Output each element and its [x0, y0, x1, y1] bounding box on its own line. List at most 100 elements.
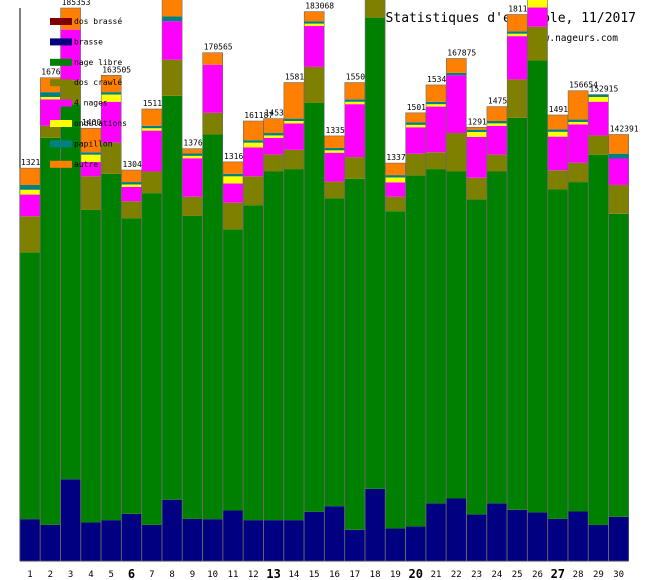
legend-label-0: dos brassé: [74, 16, 122, 26]
bar-day-19-series-5: [385, 177, 406, 183]
total-label-day-16: 1335: [326, 126, 345, 135]
bar-day-26-series-2: [527, 60, 548, 513]
bar-day-29-series-6: [588, 94, 609, 97]
bar-day-2-series-2: [40, 137, 61, 525]
bar-day-16-series-7: [324, 135, 345, 148]
x-tick-label-day-23: 23: [471, 570, 482, 580]
legend-label-2: nage libre: [74, 58, 122, 67]
chart-subtitle: www.nageurs.com: [532, 33, 618, 44]
bar-day-27-series-1: [547, 518, 568, 561]
bar-day-20-series-3: [405, 153, 426, 176]
bar-day-29-series-1: [588, 524, 609, 561]
bar-day-25-series-2: [507, 117, 528, 510]
x-tick-label-day-10: 10: [207, 570, 218, 580]
bar-day-11-series-7: [223, 161, 243, 174]
bar-day-17-series-4: [344, 104, 365, 158]
bar-outline-day-7: [141, 108, 163, 562]
bar-day-13-series-1: [263, 520, 284, 561]
x-tick-labels: 1 2 3 4 5 6 7 8 9 10 11 12 13 14 15 16 17 18 19 20 21 22 23 24 2…: [27, 567, 624, 580]
x-tick-label-day-29: 29: [593, 570, 604, 580]
bar-day-24-series-2: [486, 171, 507, 504]
bar-day-26-series-5: [527, 0, 548, 8]
bar-day-4-series-6: [80, 152, 101, 155]
bar-day-19-series-6: [385, 175, 406, 178]
bar-day-11-series-4: [223, 183, 243, 203]
bar-day-11-series-6: [223, 173, 243, 177]
bar-day-17-series-3: [344, 157, 365, 179]
bar-day-20-series-2: [405, 175, 426, 527]
x-tick-label-day-15: 15: [309, 570, 320, 580]
bar-day-20-series-5: [405, 124, 426, 128]
bar-day-12-series-3: [243, 176, 264, 206]
bar-day-24-series-6: [486, 121, 507, 124]
legend-swatch-4: [50, 99, 72, 107]
bar-day-23-series-6: [466, 129, 487, 133]
bar-day-9-series-3: [182, 196, 203, 216]
bar-day-25-series-4: [507, 36, 528, 80]
bar-day-10-series-4: [202, 64, 223, 113]
bar-day-28-series-3: [568, 162, 589, 183]
total-label-day-6: 1304: [123, 160, 142, 169]
bar-day-12-series-5: [243, 142, 264, 148]
bar-outline-day-24: [486, 106, 508, 562]
x-tick-label-day-26: 26: [532, 570, 543, 580]
bar-day-27-series-6: [547, 129, 568, 132]
x-tick-label-day-4: 4: [88, 570, 93, 580]
bar-day-10-series-2: [202, 134, 223, 520]
bar-day-16-series-2: [324, 198, 345, 507]
bar-outline-day-5: [100, 75, 122, 562]
legend-swatch-0: [50, 18, 72, 25]
bar-day-12-series-4: [243, 147, 264, 177]
legend-swatch-7: [50, 160, 72, 168]
bar-day-5-series-3: [101, 142, 122, 174]
bar-outline-day-30: [608, 134, 630, 562]
bar-day-21-series-3: [426, 152, 446, 170]
bar-day-24-series-5: [486, 123, 507, 126]
bar-day-28-series-7: [568, 90, 589, 120]
legend-label-5: ondulations: [74, 119, 127, 128]
bar-day-1-series-3: [20, 216, 40, 253]
bar-day-23-series-5: [466, 132, 487, 137]
x-tick-label-day-5: 5: [108, 570, 113, 580]
bar-day-22-series-6: [446, 72, 467, 76]
bar-day-7-series-3: [141, 171, 162, 194]
bar-day-13-series-5: [263, 135, 284, 138]
bar-day-29-series-2: [588, 154, 609, 525]
bar-day-21-series-2: [426, 169, 446, 504]
x-tick-label-day-14: 14: [288, 570, 299, 580]
bar-day-22-series-2: [446, 171, 467, 499]
bar-day-20-series-7: [405, 112, 426, 123]
bar-day-12-series-2: [243, 205, 264, 521]
bar-outline-day-11: [222, 161, 244, 562]
bar-day-26-series-1: [527, 512, 548, 561]
bar-day-23-series-2: [466, 199, 487, 515]
bar-day-28-series-4: [568, 124, 589, 163]
bar-day-5-series-4: [101, 101, 122, 143]
legend-swatch-3: [50, 79, 72, 87]
bar-day-16-series-3: [324, 181, 345, 199]
total-label-day-28: 156654: [569, 81, 598, 90]
bar-day-9-series-4: [182, 158, 203, 197]
total-label-day-11: 1316: [224, 152, 243, 161]
bar-day-11-series-5: [223, 176, 243, 184]
bar-day-13-series-7: [263, 118, 284, 134]
totals-group: 1321167618535314601635051304151119038713…: [21, 0, 639, 169]
bar-day-25-series-1: [507, 509, 528, 561]
bar-day-14-series-2: [283, 169, 304, 521]
x-tick-label-day-28: 28: [573, 570, 584, 580]
bar-outline-day-10: [202, 52, 223, 562]
total-label-day-30: 142391: [610, 124, 639, 133]
total-label-day-7: 1511: [143, 99, 162, 108]
bar-day-22-series-1: [446, 498, 467, 561]
bar-day-26-series-4: [527, 7, 548, 27]
bar-day-10-series-1: [202, 519, 223, 561]
bar-day-9-series-6: [182, 153, 203, 156]
bar-day-5-series-6: [101, 92, 122, 95]
bar-day-4-series-4: [80, 161, 101, 177]
x-tick-label-day-3: 3: [68, 570, 73, 580]
bar-day-13-series-2: [263, 171, 284, 521]
bar-day-4-series-2: [80, 209, 101, 523]
bar-day-3-series-2: [60, 104, 81, 480]
bar-day-4-series-3: [80, 176, 101, 210]
bar-day-18-series-1: [365, 488, 386, 561]
